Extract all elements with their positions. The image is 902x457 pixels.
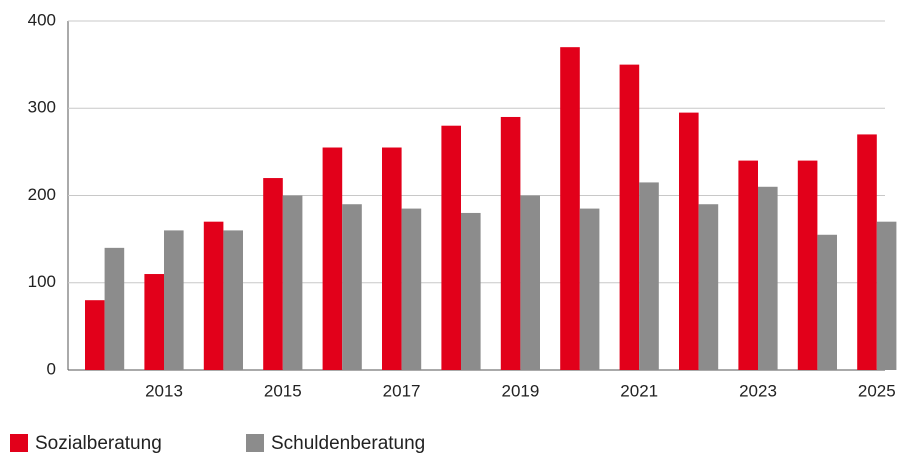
y-tick-label: 400: [28, 10, 56, 29]
legend-swatch: [10, 434, 28, 452]
x-tick-label: 2021: [620, 381, 658, 400]
bar: [461, 212, 481, 370]
legend-label: Schuldenberatung: [271, 433, 425, 454]
bar: [164, 230, 184, 370]
y-tick-label: 0: [47, 359, 56, 378]
bar: [738, 160, 758, 370]
bar: [500, 116, 521, 370]
bar: [382, 147, 402, 370]
bar: [144, 274, 164, 370]
bar: [322, 147, 343, 370]
bar: [85, 300, 105, 370]
bar: [203, 221, 224, 370]
bar: [223, 230, 243, 370]
y-tick-label: 100: [28, 272, 56, 291]
bar: [758, 186, 778, 370]
x-tick-label: 2025: [858, 381, 896, 400]
y-tick-label: 200: [28, 185, 56, 204]
bar: [876, 221, 897, 370]
bar: [560, 47, 580, 371]
bar: [401, 208, 422, 370]
bar: [579, 208, 600, 370]
bar: [520, 195, 540, 370]
x-tick-label: 2019: [501, 381, 539, 400]
bar: [342, 204, 362, 370]
bar: [263, 178, 283, 370]
bar: [817, 234, 837, 370]
x-tick-label: 2013: [145, 381, 183, 400]
legend-swatch: [246, 434, 264, 452]
bar: [104, 247, 125, 370]
bar: [857, 134, 877, 370]
x-tick-label: 2015: [264, 381, 302, 400]
bar: [639, 182, 659, 370]
bar: [698, 204, 719, 370]
bar: [441, 125, 461, 370]
x-tick-label: 2023: [739, 381, 777, 400]
x-tick-label: 2017: [383, 381, 421, 400]
legend-label: Sozialberatung: [35, 433, 162, 454]
bar: [679, 112, 699, 371]
bar: [282, 195, 303, 370]
bar: [797, 160, 818, 370]
bar: [619, 64, 640, 370]
y-tick-label: 300: [28, 98, 56, 117]
